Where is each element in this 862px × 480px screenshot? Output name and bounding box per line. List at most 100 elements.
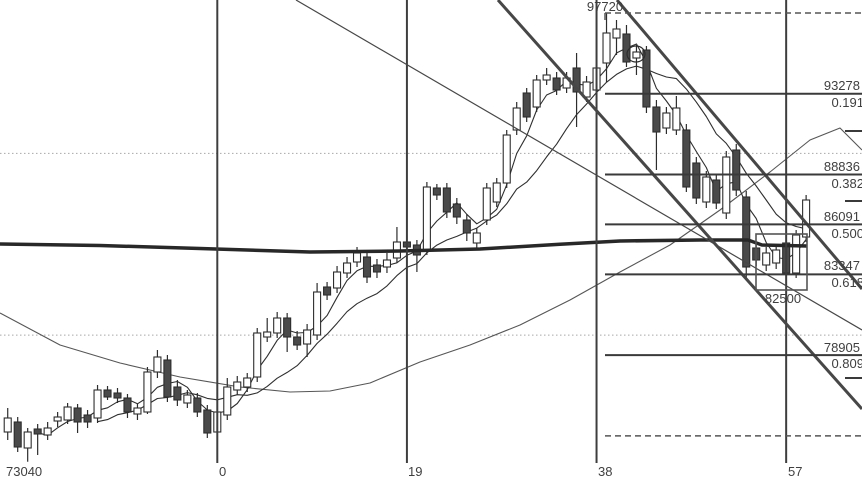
- candle-body: [153, 356, 162, 373]
- candle-body: [372, 264, 382, 273]
- candle-body: [123, 397, 132, 413]
- candle-body: [13, 421, 22, 448]
- candle-body: [452, 203, 461, 218]
- candle-body: [113, 392, 122, 399]
- candle-body: [173, 386, 182, 401]
- candle-body: [143, 371, 152, 413]
- medium-ma-line: [97, 65, 807, 423]
- candle-body: [73, 407, 82, 423]
- channel-line-lower: [615, 0, 862, 290]
- candle-body: [342, 262, 352, 274]
- candle-body: [642, 49, 651, 108]
- candle-body: [63, 406, 72, 421]
- candle-body: [522, 92, 531, 118]
- candle-body: [23, 431, 32, 449]
- candle-body: [243, 377, 252, 388]
- candle-body: [662, 112, 671, 129]
- candle-body: [572, 67, 581, 93]
- candle-body: [632, 51, 641, 59]
- candle-body: [103, 389, 112, 398]
- candle-body: [233, 381, 242, 391]
- candle-body: [622, 33, 631, 63]
- fib-ratio-label-0618: 0.618: [831, 275, 862, 290]
- candle-body: [542, 74, 551, 81]
- swing-high-price-label: 97720: [586, 0, 624, 14]
- candle-body: [193, 397, 202, 413]
- candle-body: [183, 394, 192, 404]
- candle-body: [43, 427, 52, 436]
- x-axis-label-38: 38: [598, 464, 613, 479]
- candle-body: [722, 156, 731, 214]
- candle-body: [482, 187, 491, 221]
- candle-body: [293, 336, 302, 346]
- candle-body: [442, 187, 451, 213]
- candle-body: [682, 129, 691, 188]
- x-axis-label-57: 57: [788, 464, 803, 479]
- candle-body: [502, 134, 511, 184]
- candle-body: [612, 28, 621, 39]
- candle-body: [273, 317, 282, 334]
- candle-body: [462, 219, 471, 234]
- candle-body: [323, 286, 332, 296]
- minor-trendline: [295, 0, 862, 331]
- candle-body: [53, 416, 62, 422]
- fib-ratio-label-0500: 0.500: [831, 226, 862, 241]
- x-axis-label-19: 19: [408, 464, 423, 479]
- candle-body: [742, 196, 751, 268]
- candle-body: [253, 332, 262, 378]
- candle-body: [33, 428, 42, 435]
- candle-body: [352, 252, 362, 263]
- candle-body: [223, 386, 232, 416]
- candle-body: [3, 417, 12, 433]
- candle-body: [422, 186, 431, 251]
- channel-line-upper: [496, 0, 862, 410]
- fib-price-label-0191: 93278: [823, 78, 860, 93]
- fib-ratio-label-0809: 0.809: [831, 356, 862, 371]
- thick-ma-line: [0, 238, 808, 254]
- fib-ratio-label-0382: 0.382: [831, 176, 862, 191]
- fib-ratio-label-0191: 0.191: [831, 95, 862, 110]
- x-axis-label-73040: 73040: [6, 464, 43, 479]
- candle-body: [382, 259, 392, 268]
- candle-body: [512, 107, 521, 131]
- box-price-label: 82500: [764, 291, 802, 306]
- fib-price-label-0809: 78905: [823, 340, 860, 355]
- candle-body: [692, 162, 701, 199]
- candle-body: [772, 249, 781, 264]
- circle-annotation: [626, 45, 646, 63]
- candle-body: [762, 252, 771, 266]
- candle-body: [133, 407, 142, 415]
- fib-price-label-0382: 88836: [823, 159, 860, 174]
- candle-body: [732, 149, 741, 191]
- candle-body: [313, 291, 322, 336]
- candle-body: [652, 106, 661, 133]
- candle-body: [582, 81, 591, 98]
- candle-body: [163, 359, 172, 398]
- candle-body: [93, 389, 102, 419]
- price-box-annotation: [755, 233, 808, 291]
- candle-body: [472, 232, 481, 244]
- candle-body: [203, 409, 212, 434]
- candle-body: [792, 234, 801, 274]
- slow-ma-line: [0, 127, 862, 393]
- candle-body: [362, 256, 372, 278]
- candle-body: [532, 79, 541, 108]
- fib-price-label-0500: 86091: [823, 209, 860, 224]
- candle-body: [492, 182, 501, 203]
- candle-body: [552, 77, 561, 91]
- candle-body: [303, 329, 312, 345]
- candle-body: [672, 107, 681, 131]
- x-axis-label-0: 0: [219, 464, 227, 479]
- candle-body: [283, 317, 292, 338]
- candle-body: [432, 187, 441, 196]
- candle-body: [702, 176, 711, 203]
- fib-price-label-0618: 83347: [823, 258, 860, 273]
- candle-body: [602, 32, 611, 64]
- candle-body: [263, 331, 272, 338]
- candle-body: [83, 414, 92, 423]
- candle-body: [333, 271, 342, 289]
- candle-body: [712, 179, 721, 204]
